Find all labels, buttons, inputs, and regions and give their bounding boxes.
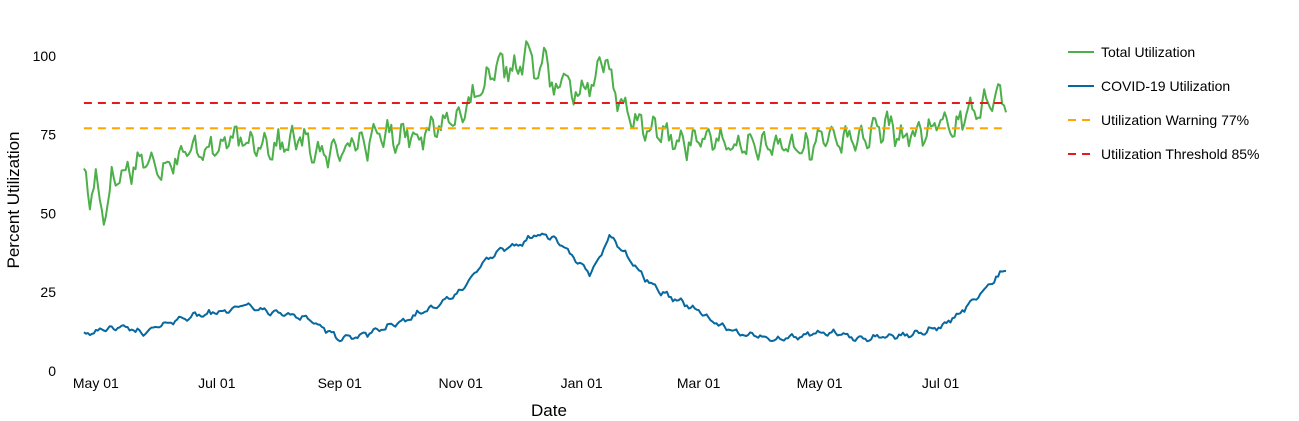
y-tick-label: 50 bbox=[40, 205, 56, 221]
x-axis-ticks: May 01 Jul 01 Sep 01 Nov 01 Jan 01 Mar 01 May … bbox=[73, 375, 960, 391]
y-tick-label: 100 bbox=[33, 48, 57, 64]
plot-series bbox=[83, 40, 1007, 343]
y-tick-label: 0 bbox=[48, 363, 56, 379]
y-axis-ticks: 0 25 50 75 100 bbox=[33, 48, 57, 379]
x-axis-title: Date bbox=[531, 401, 567, 420]
legend-label: Total Utilization bbox=[1101, 44, 1195, 60]
x-tick-label: Nov 01 bbox=[439, 375, 484, 391]
series-line bbox=[83, 40, 1007, 226]
y-tick-label: 75 bbox=[40, 127, 56, 143]
y-tick-label: 25 bbox=[40, 284, 56, 300]
x-tick-label: Mar 01 bbox=[677, 375, 721, 391]
x-tick-label: May 01 bbox=[797, 375, 843, 391]
x-tick-label: Jan 01 bbox=[561, 375, 603, 391]
legend-label: Utilization Warning 77% bbox=[1101, 112, 1249, 128]
y-axis-title: Percent Utilization bbox=[4, 131, 23, 268]
x-tick-label: Jul 01 bbox=[198, 375, 236, 391]
series-line bbox=[83, 232, 1007, 343]
x-tick-label: May 01 bbox=[73, 375, 119, 391]
legend-label: Utilization Threshold 85% bbox=[1101, 146, 1260, 162]
x-tick-label: Jul 01 bbox=[922, 375, 960, 391]
legend: Total Utilization COVID-19 Utilization Uti… bbox=[1068, 44, 1260, 162]
x-tick-label: Sep 01 bbox=[318, 375, 363, 391]
legend-label: COVID-19 Utilization bbox=[1101, 78, 1230, 94]
